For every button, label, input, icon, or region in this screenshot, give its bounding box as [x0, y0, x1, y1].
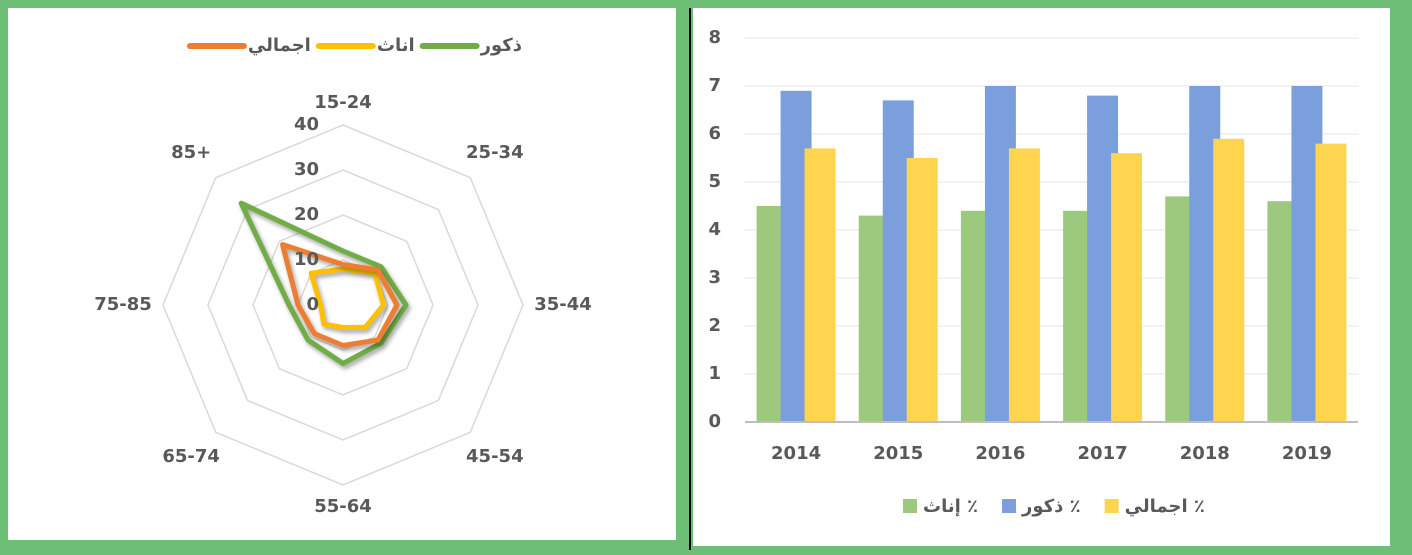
r-tick-label: 30 [294, 159, 319, 180]
radar-line [280, 242, 400, 348]
y-tick-label: 2 [708, 315, 721, 336]
category-label: 15-24 [314, 92, 372, 113]
y-tick-label: 8 [708, 27, 721, 48]
y-tick-label: 0 [708, 411, 721, 432]
x-tick-label: 2018 [1180, 443, 1230, 464]
radar-line [238, 200, 409, 366]
category-label: 35-44 [534, 294, 592, 315]
radar-line [308, 266, 386, 330]
x-tick-label: 2016 [975, 443, 1025, 464]
bar [804, 148, 836, 422]
bar [1315, 143, 1347, 422]
bar [1111, 153, 1143, 422]
bar-chart: 0 1 2 3 4 5 6 7 8 2014 2015 2016 2017 2018 2019 إناث ٪ ذ… [708, 27, 1358, 517]
category-label: 85+ [171, 142, 211, 163]
bar [1213, 138, 1245, 423]
legend-label: ذكور [480, 35, 522, 56]
legend-label: ذكور ٪ [1021, 496, 1081, 517]
legend-label: اجمالي [248, 35, 311, 56]
r-tick-label: 0 [306, 294, 319, 315]
y-tick-label: 4 [708, 219, 721, 240]
y-tick-label: 1 [708, 363, 721, 384]
legend-swatch [903, 499, 917, 513]
grid-ring [162, 124, 524, 486]
y-tick-label: 7 [708, 75, 721, 96]
x-tick-label: 2015 [873, 443, 923, 464]
grid-ring [207, 169, 479, 441]
bar [1008, 148, 1040, 422]
radar-panel [8, 8, 676, 540]
category-label: 45-54 [466, 446, 524, 467]
legend-swatch [1002, 499, 1017, 513]
x-tick-label: 2019 [1282, 443, 1332, 464]
r-tick-label: 20 [294, 204, 319, 225]
legend-swatch [1104, 499, 1119, 513]
category-label: 75-85 [94, 294, 152, 315]
bar [906, 158, 938, 422]
legend-label: اناث [377, 35, 415, 56]
y-tick-label: 5 [708, 171, 721, 192]
x-tick-label: 2017 [1078, 443, 1128, 464]
legend-label: اجمالي ٪ [1125, 496, 1205, 517]
category-label: 65-74 [162, 446, 220, 467]
category-label: 55-64 [314, 496, 372, 517]
legend-label: إناث ٪ [923, 496, 978, 517]
y-tick-label: 3 [708, 267, 721, 288]
x-tick-label: 2014 [771, 443, 821, 464]
r-tick-label: 40 [294, 114, 319, 135]
r-tick-label: 10 [294, 249, 319, 270]
category-label: 25-34 [466, 142, 524, 163]
y-tick-label: 6 [708, 123, 721, 144]
